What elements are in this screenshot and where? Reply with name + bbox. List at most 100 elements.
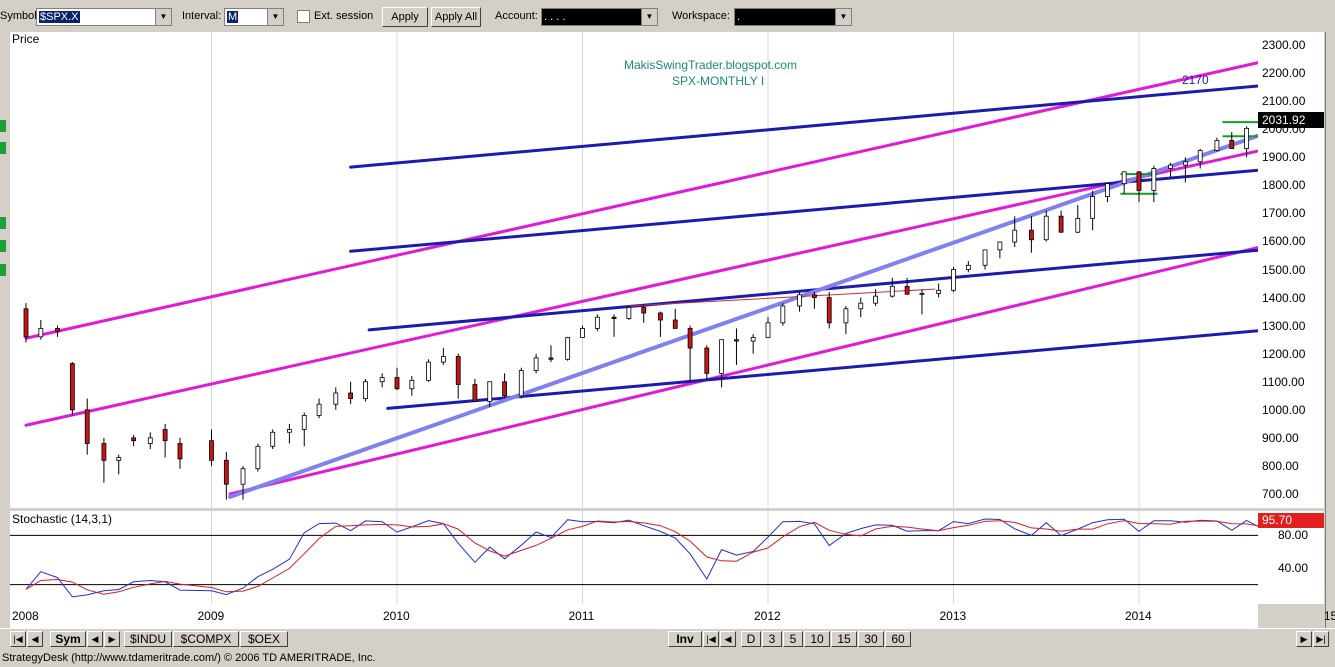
apply-button[interactable]: Apply: [382, 7, 428, 27]
tool-icon[interactable]: [0, 217, 6, 229]
candle-body: [594, 316, 600, 329]
price-tick-label: 1000.00: [1262, 402, 1306, 417]
toolbar: Symbol: $SPX.X ▼ Interval: M ▼ Ext. sess…: [0, 0, 1335, 32]
price-tick-label: 2200.00: [1262, 66, 1306, 81]
candle-body: [951, 269, 956, 291]
candle-body: [301, 415, 307, 430]
panel-divider[interactable]: [10, 508, 1324, 511]
chevron-down-icon[interactable]: ▼: [835, 9, 851, 25]
first-icon[interactable]: |◀: [703, 631, 719, 647]
candle-body: [426, 361, 431, 381]
tool-icon[interactable]: [0, 142, 6, 154]
candle-body: [69, 363, 75, 411]
stochastic-panel: Stochastic (14,3,1): [10, 511, 1258, 604]
price-tick-label: 1600.00: [1262, 234, 1306, 249]
interval-tab-d[interactable]: D: [741, 631, 761, 647]
line-label-2170: 2170: [1182, 73, 1209, 87]
candle-body: [919, 292, 925, 295]
candle-body: [487, 381, 493, 402]
candle-body: [858, 302, 864, 310]
candle-body: [363, 381, 368, 399]
candle-body: [889, 285, 895, 297]
stochastic-tick-label: 80.00: [1278, 528, 1309, 543]
candle-body: [455, 356, 461, 385]
prev-icon[interactable]: ◀: [27, 631, 43, 647]
price-tick-label: 1900.00: [1262, 150, 1306, 165]
chevron-down-icon[interactable]: ▼: [641, 9, 657, 25]
candle-body: [565, 337, 571, 360]
date-tick-label: 2011: [568, 609, 595, 623]
prev-icon[interactable]: ◀: [87, 631, 103, 647]
symbol-combo[interactable]: $SPX.X ▼: [36, 8, 172, 26]
inv-tab[interactable]: Inv: [668, 631, 702, 647]
candle-body: [472, 384, 478, 402]
stochastic-d-line: [25, 520, 1258, 595]
candle-body: [873, 295, 878, 304]
interval-label: Interval:: [182, 10, 222, 22]
bottom-bar: |◀ ◀ Sym ◀ ▶ $INDU $COMPX $OEX Inv |◀ ◀ …: [0, 628, 1335, 649]
watermark-title: SPX-MONTHLY I: [672, 74, 765, 88]
price-tick-label: 1400.00: [1262, 290, 1306, 305]
candle-body: [177, 443, 183, 460]
candle-body: [1121, 171, 1127, 185]
next-icon[interactable]: ▶: [1296, 631, 1312, 647]
trend-line: [386, 329, 1258, 410]
candle-body: [719, 339, 725, 374]
candle-body: [270, 431, 276, 447]
chevron-down-icon[interactable]: ▼: [155, 9, 171, 25]
tool-icon[interactable]: [0, 240, 6, 252]
apply-all-button[interactable]: Apply All: [431, 7, 481, 27]
candle-body: [287, 429, 292, 433]
symbol-tab-indu[interactable]: $INDU: [124, 631, 172, 647]
candle-body: [348, 392, 354, 399]
tool-icon[interactable]: [0, 120, 6, 132]
date-axis: 20082009201020112012201320142015: [10, 604, 1335, 628]
interval-value: M: [227, 11, 239, 23]
interval-tab-30[interactable]: 30: [858, 631, 884, 647]
date-tick-label: 2008: [12, 609, 39, 623]
candle-body: [797, 294, 802, 307]
candle-body: [997, 241, 1003, 251]
price-panel-title: Price: [12, 32, 40, 46]
first-icon[interactable]: |◀: [10, 631, 26, 647]
ext-session-checkbox[interactable]: [297, 10, 310, 23]
candle-body: [811, 294, 817, 298]
price-tick-label: 2100.00: [1262, 94, 1306, 109]
candle-body: [1214, 140, 1220, 151]
interval-tab-15[interactable]: 15: [831, 631, 857, 647]
candle-body: [750, 337, 756, 342]
next-icon[interactable]: ▶: [104, 631, 120, 647]
interval-tab-60[interactable]: 60: [885, 631, 911, 647]
workspace-combo[interactable]: . ▼: [734, 8, 852, 26]
price-tick-label: 900.00: [1262, 430, 1299, 445]
symbol-tab-oex[interactable]: $OEX: [240, 631, 288, 647]
candle-body: [1105, 183, 1110, 197]
interval-tab-5[interactable]: 5: [783, 631, 803, 647]
price-tick-label: 1200.00: [1262, 346, 1306, 361]
interval-tab-10[interactable]: 10: [804, 631, 830, 647]
candle-body: [147, 437, 153, 444]
candle-body: [765, 322, 771, 338]
sym-tab[interactable]: Sym: [50, 631, 86, 647]
candle-body: [1075, 218, 1081, 233]
symbol-tab-compx[interactable]: $COMPX: [173, 631, 239, 647]
candle-body: [936, 289, 942, 294]
chevron-down-icon[interactable]: ▼: [267, 9, 283, 25]
candle-body: [23, 308, 29, 338]
interval-combo[interactable]: M ▼: [224, 8, 284, 26]
tool-icon[interactable]: [0, 264, 6, 276]
candle-body: [626, 306, 632, 320]
last-icon[interactable]: ▶|: [1313, 631, 1329, 647]
interval-tab-3[interactable]: 3: [762, 631, 782, 647]
price-tick-label: 2300.00: [1262, 38, 1306, 52]
candle-body: [440, 356, 446, 363]
trend-line: [24, 149, 1258, 427]
candle-body: [843, 308, 849, 324]
candle-body: [162, 429, 168, 442]
price-tick-label: 1300.00: [1262, 318, 1306, 333]
workspace-label: Workspace:: [672, 10, 730, 22]
current-price-label: 2031.92: [1258, 112, 1324, 129]
right-tool-strip: [1325, 32, 1335, 630]
account-combo[interactable]: . . . . ▼: [541, 8, 658, 26]
prev-icon[interactable]: ◀: [720, 631, 736, 647]
